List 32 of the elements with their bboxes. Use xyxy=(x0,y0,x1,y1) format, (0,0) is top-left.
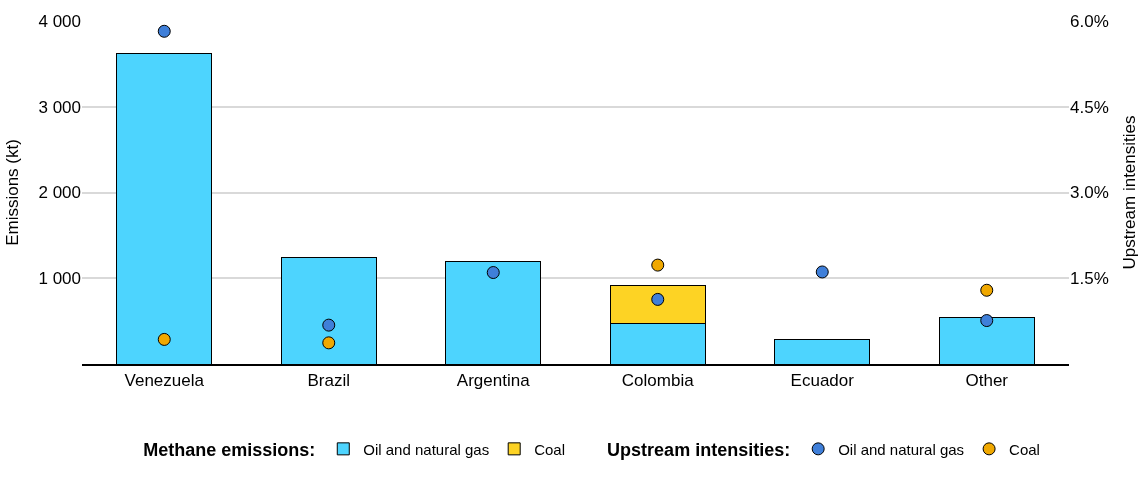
point xyxy=(815,265,829,279)
point xyxy=(651,292,665,306)
y2-axis-title: Upstream intensities xyxy=(1120,115,1140,270)
legend-label: Coal xyxy=(534,440,566,458)
point xyxy=(651,258,665,272)
y-tick-label: 3 000 xyxy=(38,97,81,117)
y2-tick-label: 4.5% xyxy=(1070,97,1109,117)
text: Methane emissions: xyxy=(143,440,316,460)
y-axis-title: Emissions (kt) xyxy=(3,139,22,246)
point xyxy=(157,24,171,38)
x-tick-label: Venezuela xyxy=(124,371,205,391)
y-tick-label: 4 000 xyxy=(38,11,81,31)
y2-tick-label: 3.0% xyxy=(1070,183,1109,203)
point xyxy=(157,332,171,346)
text: Upstream intensities: xyxy=(607,440,791,460)
y-tick-label: 2 000 xyxy=(38,183,81,203)
x-tick-label: Other xyxy=(965,371,1009,391)
x-tick-label: Brazil xyxy=(307,371,351,391)
point xyxy=(980,314,994,328)
point xyxy=(322,336,336,350)
legend-label: Coal xyxy=(1009,440,1040,458)
point xyxy=(980,283,994,297)
x-tick-label: Argentina xyxy=(456,371,531,391)
legend-label: Oil and natural gas xyxy=(838,440,965,458)
x-tick-label: Colombia xyxy=(621,371,695,391)
point xyxy=(322,318,336,332)
legend-label: Oil and natural gas xyxy=(363,440,490,458)
y2-tick-label: 1.5% xyxy=(1070,269,1109,289)
y2-tick-label: 6.0% xyxy=(1070,11,1109,31)
y-tick-label: 1 000 xyxy=(38,269,81,289)
point xyxy=(486,266,500,280)
x-tick-label: Ecuador xyxy=(790,371,855,391)
